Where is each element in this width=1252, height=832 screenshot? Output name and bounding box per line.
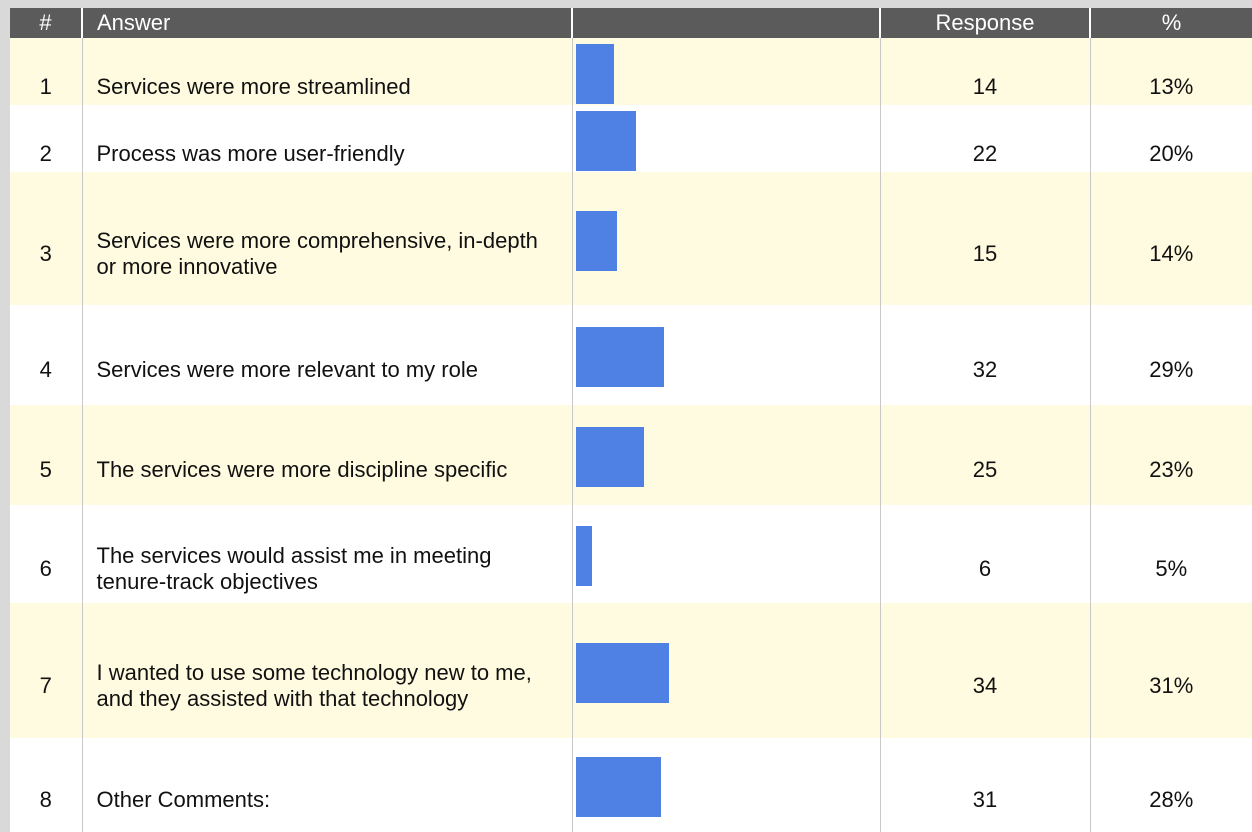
row-number: 7 bbox=[10, 603, 82, 738]
header-answer: Answer bbox=[81, 8, 572, 38]
header-response: Response bbox=[879, 8, 1090, 38]
response: 14 bbox=[879, 38, 1090, 105]
row: 2 Process was more user-friendly 22 20% bbox=[10, 105, 1252, 172]
row-number: 2 bbox=[10, 105, 82, 172]
bar bbox=[575, 526, 592, 586]
percent: 5% bbox=[1089, 505, 1252, 603]
bar bbox=[575, 427, 645, 487]
response: 31 bbox=[879, 738, 1090, 832]
percent: 31% bbox=[1089, 603, 1252, 738]
row: 8 Other Comments: 31 28% bbox=[10, 738, 1252, 832]
header-row: # Answer Response % bbox=[10, 8, 1252, 38]
response: 25 bbox=[879, 405, 1090, 505]
bar-cell bbox=[571, 172, 880, 305]
row: 6 The services would assist me in meeting… bbox=[10, 505, 1252, 603]
table-body: 1 Services were more streamlined 14 13% 2 Pro… bbox=[10, 38, 1252, 832]
answer: Services were more comprehensive, in-dep… bbox=[81, 172, 572, 305]
row-number: 8 bbox=[10, 738, 82, 832]
bar-cell bbox=[571, 305, 880, 405]
bar bbox=[575, 43, 614, 104]
bar bbox=[575, 210, 617, 271]
answer: Process was more user-friendly bbox=[81, 105, 572, 172]
header-percent: % bbox=[1089, 8, 1252, 38]
row: 4 Services were more relevant to my role 3… bbox=[10, 305, 1252, 405]
bar-cell bbox=[571, 603, 880, 738]
header-number: # bbox=[10, 8, 82, 38]
bar-cell bbox=[571, 405, 880, 505]
percent: 28% bbox=[1089, 738, 1252, 832]
response: 22 bbox=[879, 105, 1090, 172]
row: 5 The services were more discipline speci… bbox=[10, 405, 1252, 505]
row: 3 Services were more comprehensive, in-de… bbox=[10, 172, 1252, 305]
bar-cell bbox=[571, 38, 880, 105]
bar bbox=[575, 327, 664, 387]
response: 32 bbox=[879, 305, 1090, 405]
percent: 14% bbox=[1089, 172, 1252, 305]
page: # Answer Response % 1 Services were more … bbox=[10, 8, 1252, 832]
bar bbox=[575, 757, 661, 817]
response: 34 bbox=[879, 603, 1090, 738]
percent: 13% bbox=[1089, 38, 1252, 105]
header-bar bbox=[571, 8, 880, 38]
answer: The services would assist me in meeting … bbox=[81, 505, 572, 603]
answer: Services were more streamlined bbox=[81, 38, 572, 105]
bar-cell bbox=[571, 738, 880, 832]
response: 6 bbox=[879, 505, 1090, 603]
row-number: 6 bbox=[10, 505, 82, 603]
bar bbox=[575, 642, 669, 703]
answer: Services were more relevant to my role bbox=[81, 305, 572, 405]
answer: The services were more discipline specif… bbox=[81, 405, 572, 505]
bar bbox=[575, 110, 636, 171]
response: 15 bbox=[879, 172, 1090, 305]
row-number: 3 bbox=[10, 172, 82, 305]
row-number: 5 bbox=[10, 405, 82, 505]
row-number: 4 bbox=[10, 305, 82, 405]
row-number: 1 bbox=[10, 38, 82, 105]
row: 1 Services were more streamlined 14 13% bbox=[10, 38, 1252, 105]
results-table: # Answer Response % 1 Services were more … bbox=[10, 8, 1252, 832]
answer: I wanted to use some technology new to m… bbox=[81, 603, 572, 738]
percent: 29% bbox=[1089, 305, 1252, 405]
bar-cell bbox=[571, 505, 880, 603]
percent: 20% bbox=[1089, 105, 1252, 172]
answer: Other Comments: bbox=[81, 738, 572, 832]
bar-cell bbox=[571, 105, 880, 172]
percent: 23% bbox=[1089, 405, 1252, 505]
